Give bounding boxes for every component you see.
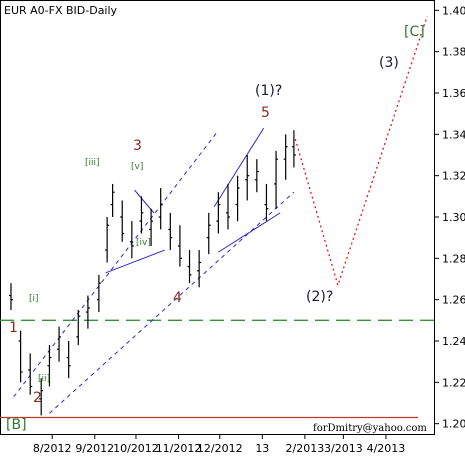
ohlc-bars xyxy=(8,130,296,416)
y-tick-label-7: 1.26 xyxy=(442,294,465,307)
ohlc-bar-27 xyxy=(264,183,269,222)
ohlc-bar-13 xyxy=(129,221,134,259)
ohlc-bar-15 xyxy=(149,208,154,246)
chart-credit: forDmitry@yahoo.com xyxy=(313,423,427,434)
y-tick-label-0: 1.40 xyxy=(442,4,465,17)
ohlc-bar-22 xyxy=(216,192,221,234)
x-tick-label-5: 13 xyxy=(255,442,269,455)
chart-title: EUR A0-FX BID-Daily xyxy=(4,4,118,17)
wave-label-1-major: (1)? xyxy=(255,83,282,99)
wave-labels: 1 2 3 4 5 [i] [ii] [iii] [iv] [v] [B] [C… xyxy=(6,24,425,433)
ohlc-bar-17 xyxy=(168,212,173,251)
wedge-upper-line xyxy=(213,127,265,207)
ohlc-bar-20 xyxy=(197,250,202,288)
y-tick-label-6: 1.28 xyxy=(442,252,465,265)
wave-label-i: [i] xyxy=(29,294,39,304)
wave-label-B: [B] xyxy=(6,417,27,433)
wave-label-C: [C] xyxy=(404,24,425,40)
ohlc-bar-2 xyxy=(28,353,33,395)
wave-label-iii: [iii] xyxy=(85,158,100,168)
ohlc-bar-12 xyxy=(120,200,125,242)
ohlc-bar-14 xyxy=(139,196,144,234)
ohlc-bar-23 xyxy=(225,183,230,230)
y-tick-label-5: 1.30 xyxy=(442,211,465,224)
ohlc-bar-25 xyxy=(245,155,250,201)
ohlc-bar-9 xyxy=(96,274,101,313)
ohlc-bar-8 xyxy=(85,295,90,329)
projection-path xyxy=(293,16,428,288)
wave-iv-lower-line xyxy=(105,249,165,274)
wave-label-4: 4 xyxy=(173,290,182,306)
wave-label-1: 1 xyxy=(9,320,18,336)
wave-label-iv: [iv] xyxy=(136,238,151,248)
ohlc-bar-1 xyxy=(18,330,23,383)
y-tick-label-9: 1.22 xyxy=(442,376,465,389)
ohlc-bar-7 xyxy=(76,310,81,346)
wave-label-v: [v] xyxy=(131,162,143,172)
y-tick-label-8: 1.24 xyxy=(442,335,465,348)
ohlc-bar-18 xyxy=(177,225,182,267)
wave-label-3: 3 xyxy=(133,138,142,154)
x-tick-label-8: 4/2013 xyxy=(367,442,406,455)
y-tick-label-1: 1.38 xyxy=(442,46,465,59)
ohlc-bar-19 xyxy=(187,250,192,284)
ohlc-bar-28 xyxy=(274,150,279,209)
wave-label-ii: [ii] xyxy=(38,374,50,384)
wave-label-2-major: (2)? xyxy=(306,289,333,305)
wedge-lower-line xyxy=(218,212,281,253)
lower-channel-line xyxy=(49,191,295,414)
ohlc-bar-4 xyxy=(47,345,52,387)
x-tick-label-3: 11/2012 xyxy=(156,442,202,455)
ohlc-bar-6 xyxy=(66,341,71,379)
ohlc-bar-30 xyxy=(291,130,296,168)
x-tick-label-2: 10/2012 xyxy=(113,442,159,455)
ohlc-bar-29 xyxy=(283,134,288,180)
y-tick-label-10: 1.20 xyxy=(442,418,465,431)
x-tick-label-0: 8/2012 xyxy=(33,442,72,455)
ohlc-bar-3 xyxy=(39,378,44,416)
x-tick-label-7: 3/2013 xyxy=(324,442,363,455)
ohlc-bar-21 xyxy=(206,212,211,255)
wave-label-2: 2 xyxy=(33,390,42,406)
x-tick-label-4: 12/2012 xyxy=(197,442,243,455)
ohlc-bar-24 xyxy=(235,175,240,222)
x-tick-label-6: 2/2013 xyxy=(286,442,325,455)
wave-label-3-major: (3) xyxy=(379,55,399,71)
y-tick-label-3: 1.34 xyxy=(442,128,465,141)
x-tick-label-1: 9/2012 xyxy=(75,442,114,455)
ohlc-bar-5 xyxy=(57,326,62,362)
wave-label-5: 5 xyxy=(261,105,270,121)
ohlc-bar-11 xyxy=(110,183,115,217)
projection-polyline xyxy=(293,16,428,288)
ohlc-bar-16 xyxy=(158,188,163,230)
ohlc-bar-26 xyxy=(254,159,259,193)
ohlc-bar-0 xyxy=(8,283,13,310)
y-tick-label-2: 1.36 xyxy=(442,87,465,100)
ohlc-bar-10 xyxy=(105,217,110,263)
y-axis-ticks: 1.40 1.38 1.36 1.34 1.32 1.30 1.28 1.26 1.24 1.22… xyxy=(434,4,465,431)
y-tick-label-4: 1.32 xyxy=(442,170,465,183)
